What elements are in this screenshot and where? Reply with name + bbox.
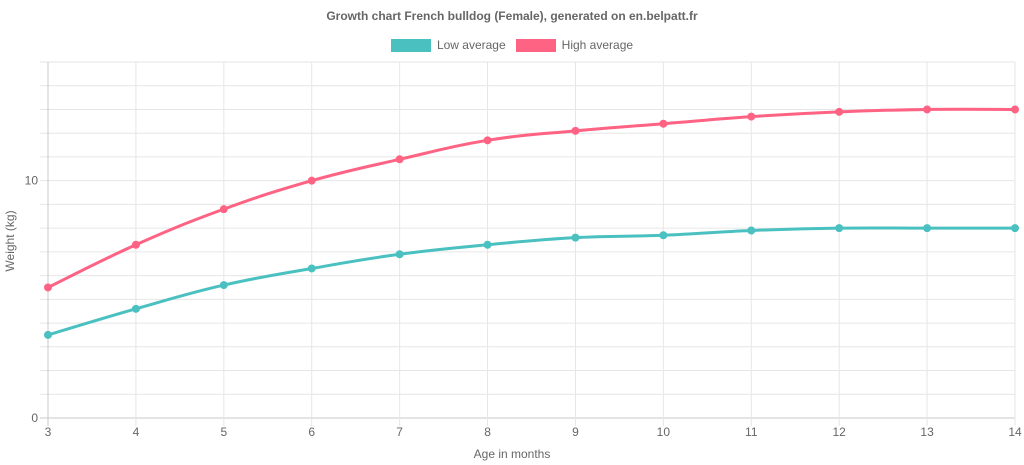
series-line-low-average — [46, 226, 1017, 337]
x-tick-label: 12 — [833, 425, 847, 439]
data-point-low-average — [483, 240, 492, 249]
x-axis-label: Age in months — [473, 447, 551, 461]
data-point-high-average — [659, 119, 668, 128]
x-tick-label: 14 — [1008, 425, 1022, 439]
chart-title: Growth chart French bulldog (Female), ge… — [326, 9, 698, 23]
data-point-high-average — [395, 155, 404, 164]
data-point-low-average — [571, 233, 580, 242]
legend-item-low-average[interactable]: Low average — [390, 38, 506, 52]
x-tick-label: 11 — [745, 425, 758, 439]
data-point-high-average — [44, 283, 52, 292]
legend-item-high-average[interactable]: High average — [515, 38, 634, 52]
legend: Low average High average — [0, 38, 1024, 52]
data-point-high-average — [923, 105, 932, 114]
x-tick-label: 3 — [45, 425, 52, 439]
series-line-high-average — [46, 107, 1017, 289]
legend-label-low-average: Low average — [436, 38, 506, 52]
x-tick-label: 13 — [920, 425, 934, 439]
data-point-high-average — [747, 112, 756, 121]
data-point-low-average — [307, 264, 316, 273]
x-tick-label: 9 — [572, 425, 579, 439]
data-point-low-average — [219, 281, 228, 290]
x-tick-label: 5 — [220, 425, 227, 439]
legend-swatch-low-average — [390, 38, 431, 52]
data-point-low-average — [835, 224, 844, 233]
data-point-low-average — [747, 226, 756, 235]
data-point-low-average — [659, 231, 668, 240]
data-point-high-average — [307, 176, 316, 185]
data-point-low-average — [131, 304, 140, 313]
data-point-high-average — [219, 205, 228, 214]
data-point-low-average — [44, 330, 52, 339]
y-tick-label: 0 — [31, 411, 38, 425]
x-tick-label: 7 — [396, 425, 403, 439]
x-tick-label: 4 — [133, 425, 140, 439]
x-tick-label: 10 — [657, 425, 671, 439]
data-point-high-average — [835, 107, 844, 116]
data-point-high-average — [1011, 105, 1019, 114]
legend-label-high-average: High average — [561, 38, 634, 52]
x-tick-label: 8 — [484, 425, 491, 439]
data-point-high-average — [483, 136, 492, 145]
data-point-low-average — [1011, 224, 1019, 233]
data-point-low-average — [395, 250, 404, 259]
x-tick-label: 6 — [308, 425, 315, 439]
data-point-high-average — [131, 240, 140, 249]
data-point-high-average — [571, 126, 580, 135]
data-point-low-average — [923, 224, 932, 233]
y-tick-label: 10 — [25, 174, 39, 188]
legend-swatch-high-average — [515, 38, 556, 52]
